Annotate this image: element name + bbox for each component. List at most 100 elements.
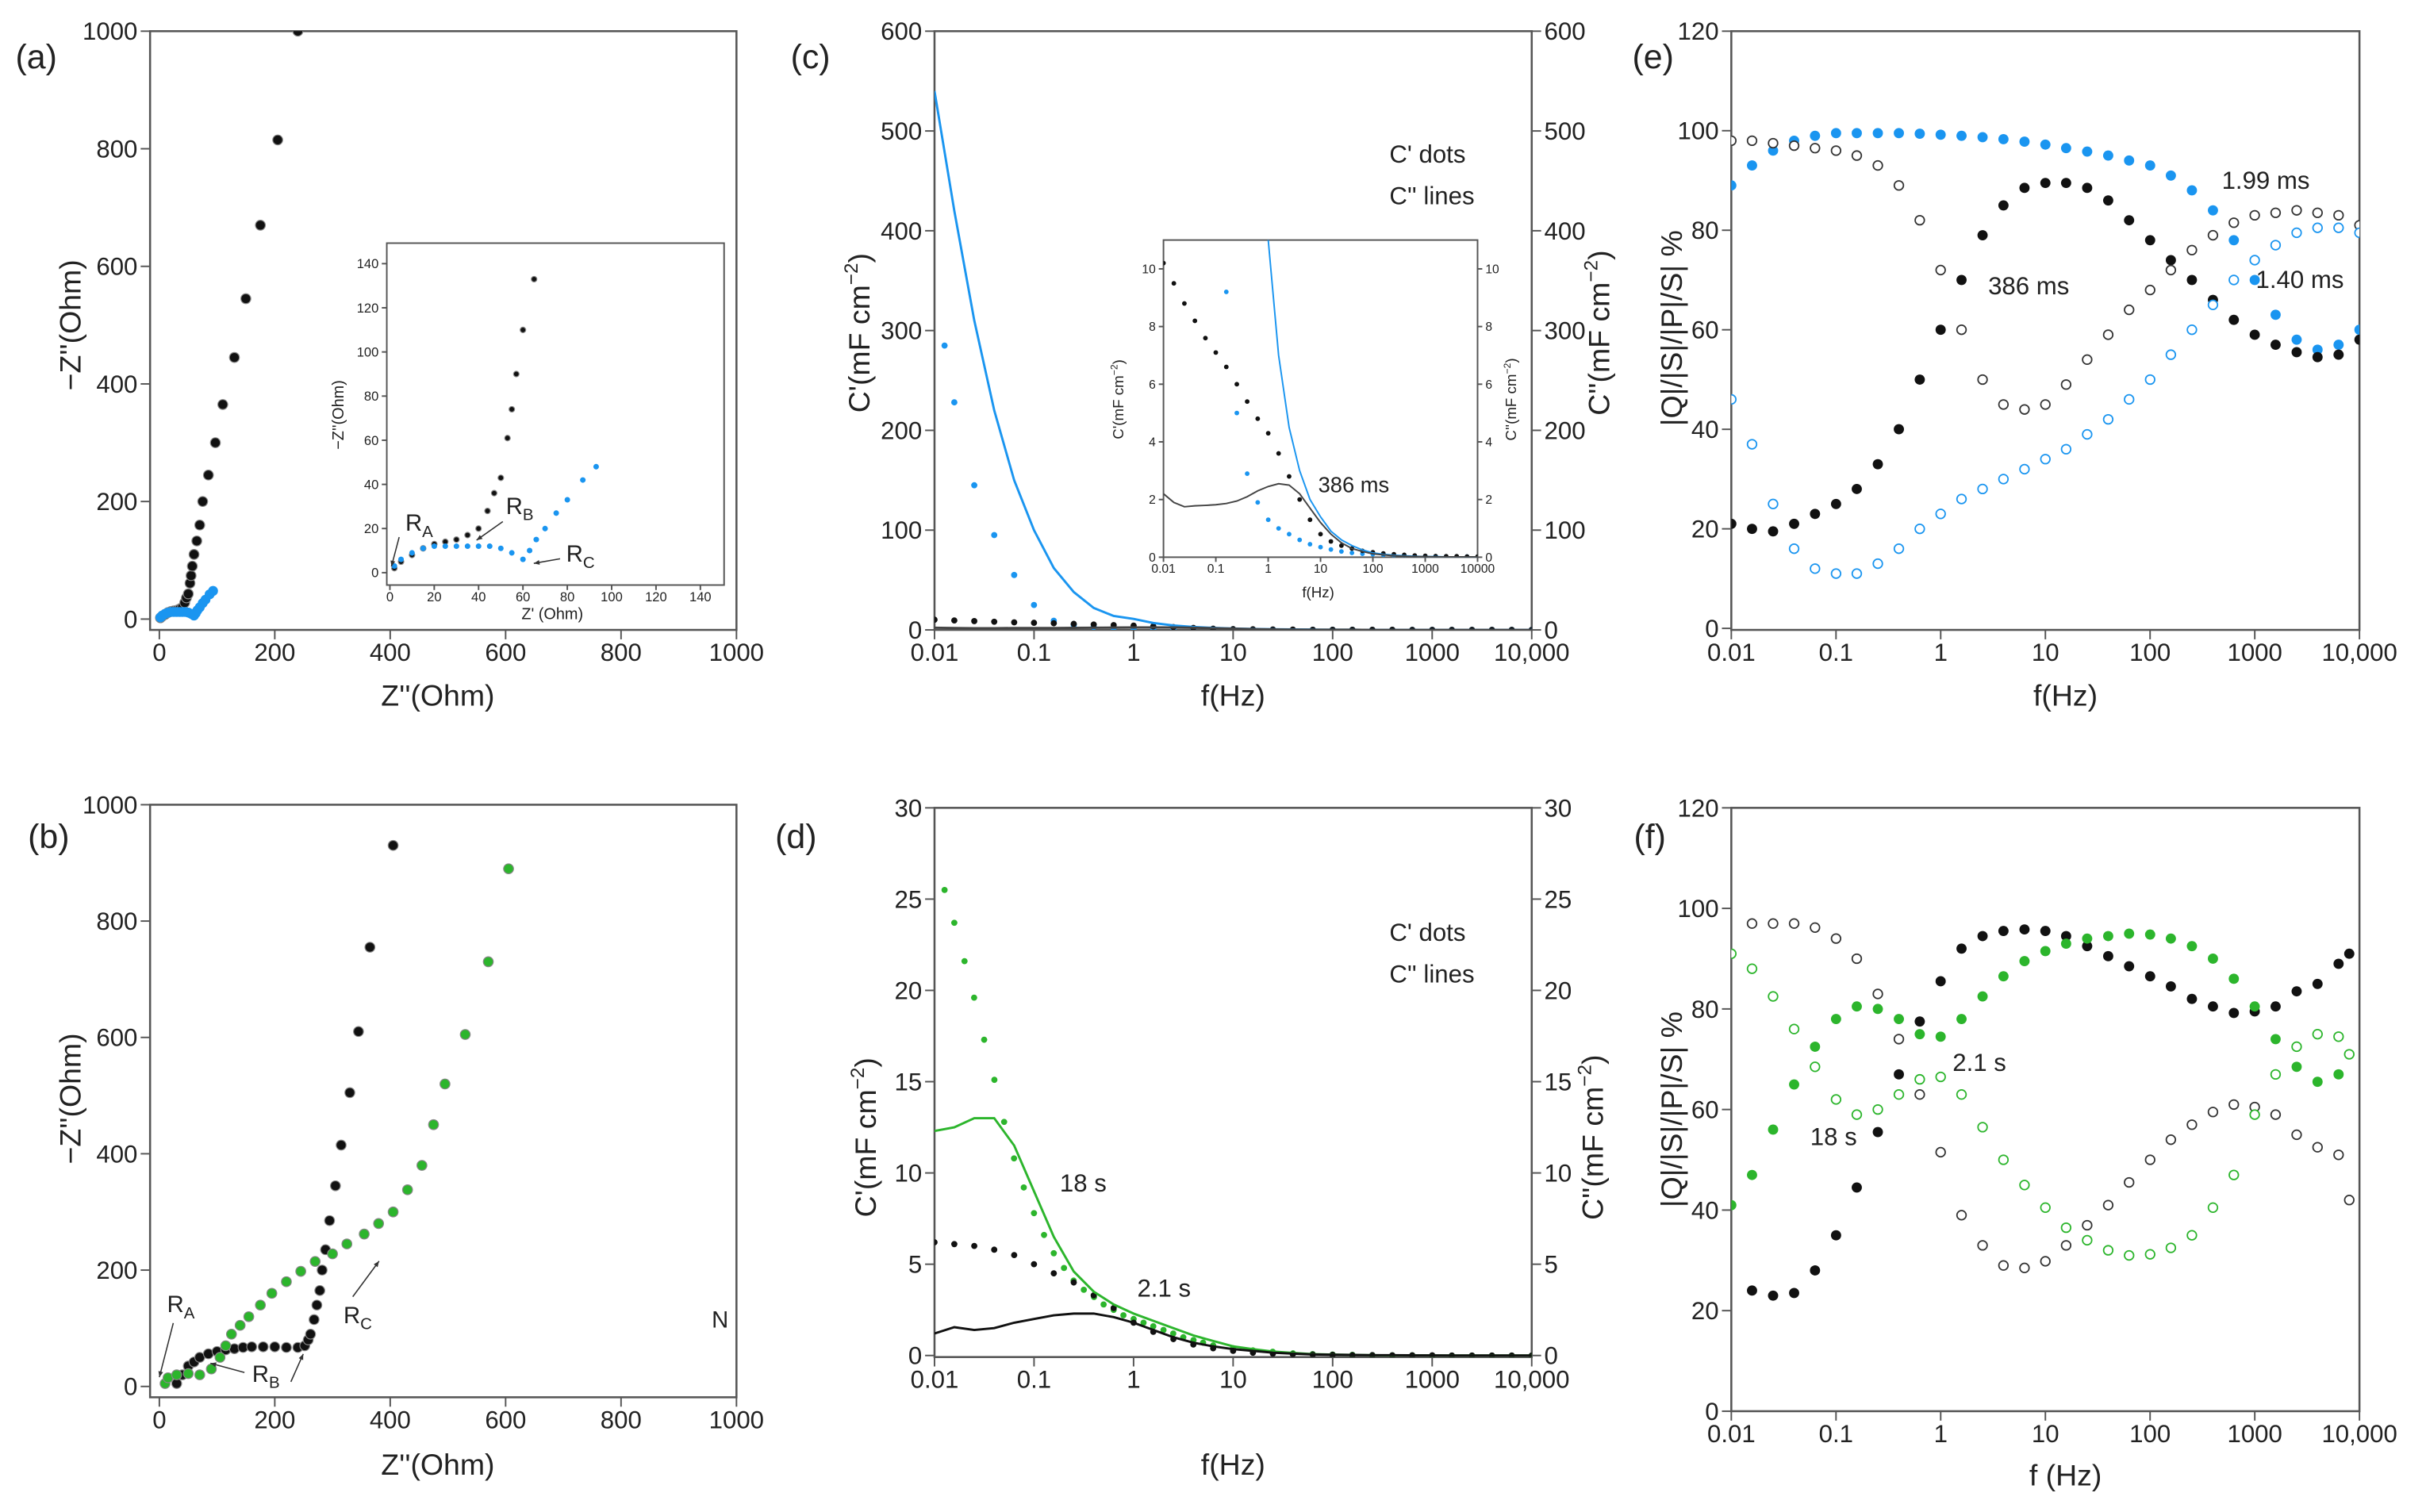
series-black-c--point xyxy=(1287,474,1292,479)
series-green-open-point xyxy=(1830,1094,1842,1105)
series-blue-open-point xyxy=(2165,349,2177,360)
y-tick-label: 400 xyxy=(96,1140,137,1168)
y-tick-label: 80 xyxy=(364,389,378,404)
series-blue-point xyxy=(533,536,539,543)
series-black-open-point xyxy=(2040,1256,2051,1267)
series-green-point xyxy=(220,1340,232,1352)
y-tick-label: 1000 xyxy=(83,17,137,45)
x-tick-label: 1000 xyxy=(1405,1366,1460,1394)
series-green-point xyxy=(373,1218,385,1230)
series-black-open-point xyxy=(2165,264,2177,276)
series-black-c--point xyxy=(951,617,958,624)
x-tick-label: 0.01 xyxy=(1707,1420,1756,1448)
series-black-point xyxy=(309,1314,320,1326)
series-black-filled-point xyxy=(1768,1290,1779,1301)
arrow-head xyxy=(374,1261,379,1268)
series-green-filled-point xyxy=(2040,946,2051,957)
series-green-open-point xyxy=(2144,1249,2155,1260)
series-black-filled-point xyxy=(1747,524,1757,535)
series-black-filled-point xyxy=(2208,1001,2218,1012)
series-black-c--point xyxy=(934,616,938,624)
series-blue-filled-point xyxy=(2040,139,2051,150)
x-tick-label: 1000 xyxy=(1411,562,1439,576)
series-black-open-point xyxy=(2186,1119,2198,1130)
y-tick-label: 80 xyxy=(1691,996,1719,1023)
series-black-open-point xyxy=(2019,1262,2030,1274)
series-black-open-point xyxy=(1956,324,1967,336)
series-green-filled-point xyxy=(2060,938,2071,950)
y-right-tick-label: 0 xyxy=(1545,616,1558,644)
x-tick-label: 10 xyxy=(1314,562,1328,576)
series-black-c--point xyxy=(1090,621,1097,628)
x-tick-label: 200 xyxy=(254,1406,295,1433)
y-tick-label: 60 xyxy=(364,433,378,448)
series-black-c--point xyxy=(1297,497,1303,502)
series-black-point xyxy=(228,351,240,363)
y-right-tick-label: 100 xyxy=(1545,516,1586,544)
series-black-point xyxy=(387,839,399,851)
series-black-filled-point xyxy=(2228,1007,2240,1019)
y-tick-label: 80 xyxy=(1691,217,1719,244)
y-tick-label: 4 xyxy=(1149,436,1156,449)
y-tick-label: 120 xyxy=(1678,17,1719,45)
series-green-open-point xyxy=(1977,1122,1988,1133)
series-black-c--point xyxy=(1011,619,1018,626)
series-blue-open-point xyxy=(1956,493,1967,505)
y-right-tick-label: 0 xyxy=(1545,1342,1558,1370)
series-blue-filled-point xyxy=(1977,132,1988,143)
series-black-c--point xyxy=(1307,517,1313,523)
y-tick-label: 0 xyxy=(908,1342,922,1370)
series-blue-open-point xyxy=(2207,299,2219,310)
series-green-c--point xyxy=(941,886,948,893)
series-black-open-point xyxy=(1935,264,1946,276)
x-tick-label: 800 xyxy=(601,639,642,666)
series-blue-open-point xyxy=(1746,439,1758,450)
series-black-point xyxy=(257,1341,269,1353)
series-green-filled-point xyxy=(2019,956,2030,967)
y-tick-label: 500 xyxy=(881,117,922,145)
x-tick-label: 400 xyxy=(370,639,411,666)
series-green-filled-point xyxy=(1894,1014,1904,1024)
series-black-filled-point xyxy=(1956,943,1967,954)
y-tick-label: 0 xyxy=(371,566,378,581)
annotation: C'' lines xyxy=(1389,961,1474,988)
y-tick-label: 800 xyxy=(96,908,137,935)
series-green-filled-point xyxy=(1935,1031,1946,1042)
series-blue-filled-point xyxy=(2249,274,2260,286)
y-tick-label: 1000 xyxy=(83,791,137,819)
annotation: 18 s xyxy=(1810,1122,1857,1150)
series-blue-c--point xyxy=(1349,551,1355,555)
series-blue-filled-point xyxy=(2019,136,2030,147)
annotation: RB xyxy=(252,1362,280,1392)
x-axis-label: Z' (Ohm) xyxy=(521,605,583,623)
series-blue-c--point xyxy=(1245,471,1250,477)
y-right-tick-label: 200 xyxy=(1545,416,1586,444)
series-green-open-point xyxy=(2082,1234,2093,1246)
series-black-filled-point xyxy=(2186,993,2198,1004)
plot-frame xyxy=(1730,30,2361,631)
y-axis-label: C'(mF cm−2) xyxy=(841,253,876,413)
arrow-head xyxy=(390,560,396,567)
series-blue-open-point xyxy=(2082,428,2093,440)
series-black-open-point xyxy=(2207,1107,2219,1118)
series-black-c--point xyxy=(934,1239,938,1245)
series-green-point xyxy=(482,956,494,968)
panel-label: (a) xyxy=(16,38,57,76)
y-tick-label: 600 xyxy=(96,1024,137,1052)
series-blue-c--point xyxy=(1031,601,1038,608)
arrow-head xyxy=(298,1353,304,1360)
y-right-tick-label: 0 xyxy=(1485,551,1492,565)
x-tick-label: 0.1 xyxy=(1017,1366,1051,1394)
series-green-filled-point xyxy=(2082,933,2093,944)
y-tick-label: 400 xyxy=(96,370,137,398)
y-tick-label: 10 xyxy=(1142,263,1156,276)
series-blue-c--point xyxy=(1011,571,1018,578)
y-axis-label-right: C''(mF cm−2) xyxy=(1580,250,1615,415)
series-black-filled-point xyxy=(1894,1069,1904,1080)
series-blue-filled-point xyxy=(1894,128,1904,139)
y-tick-label: 30 xyxy=(894,794,922,822)
annotation: RA xyxy=(167,1292,195,1322)
y-right-tick-label: 20 xyxy=(1545,977,1572,1004)
series-black-c--point xyxy=(1181,301,1187,306)
series-blue-point xyxy=(564,497,570,503)
